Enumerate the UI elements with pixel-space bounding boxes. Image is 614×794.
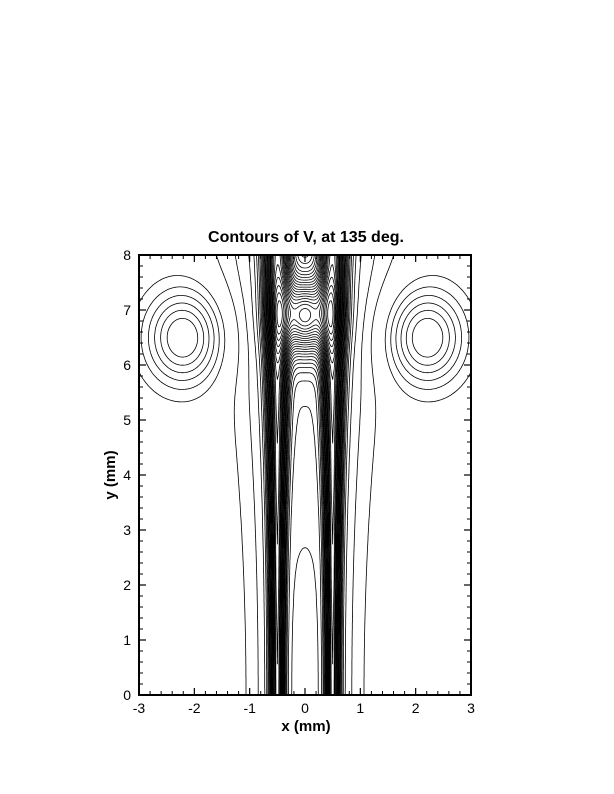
contour-line-positive — [270, 254, 340, 545]
contour-line-positive — [274, 284, 336, 341]
x-tick-label: 1 — [356, 700, 364, 716]
y-axis-label: y (mm) — [102, 450, 119, 499]
y-tick-label: 8 — [123, 247, 131, 263]
y-tick-label: 5 — [123, 412, 131, 428]
y-tick-label: 4 — [123, 467, 131, 483]
contour-line-negative — [148, 295, 462, 381]
plot-frame — [138, 254, 472, 696]
contour-line-positive — [275, 292, 335, 335]
contour-line-negative — [154, 302, 456, 374]
y-tick-label: 1 — [123, 632, 131, 648]
contour-line-positive — [271, 254, 339, 444]
contour-line-positive — [271, 254, 339, 380]
y-axis: 0 1 2 3 4 5 6 7 8 — [123, 247, 471, 703]
contour-line-positive — [272, 254, 338, 364]
x-tick-label: 3 — [467, 700, 475, 716]
x-tick-label: 0 — [301, 700, 309, 716]
contour-line-negative — [140, 286, 470, 390]
contour-line-positive — [273, 276, 337, 348]
x-axis-label: x (mm) — [281, 718, 330, 735]
x-tick-label: -1 — [243, 700, 256, 716]
contour-line-positive — [234, 254, 376, 695]
x-tick-label: -3 — [133, 700, 146, 716]
contour-line-negative — [166, 318, 444, 358]
contour-line-positive — [276, 300, 334, 328]
contour-line-positive — [272, 264, 338, 354]
y-tick-label: 7 — [123, 302, 131, 318]
contour-line-positive — [266, 254, 344, 695]
y-tick-label: 2 — [123, 577, 131, 593]
contour-line-negative — [138, 275, 472, 403]
y-tick-label: 0 — [123, 687, 131, 703]
x-axis: -3 -2 -1 0 1 2 3 — [133, 255, 475, 716]
chart-title: Contours of V, at 135 deg. — [208, 229, 404, 246]
contour-line-positive — [215, 254, 395, 695]
x-tick-label: -2 — [188, 700, 201, 716]
contour-lines — [138, 254, 472, 695]
contour-line-positive — [269, 254, 341, 665]
y-tick-label: 3 — [123, 522, 131, 538]
y-tick-label: 6 — [123, 357, 131, 373]
contour-line-negative — [160, 309, 450, 366]
x-tick-label: 2 — [412, 700, 420, 716]
